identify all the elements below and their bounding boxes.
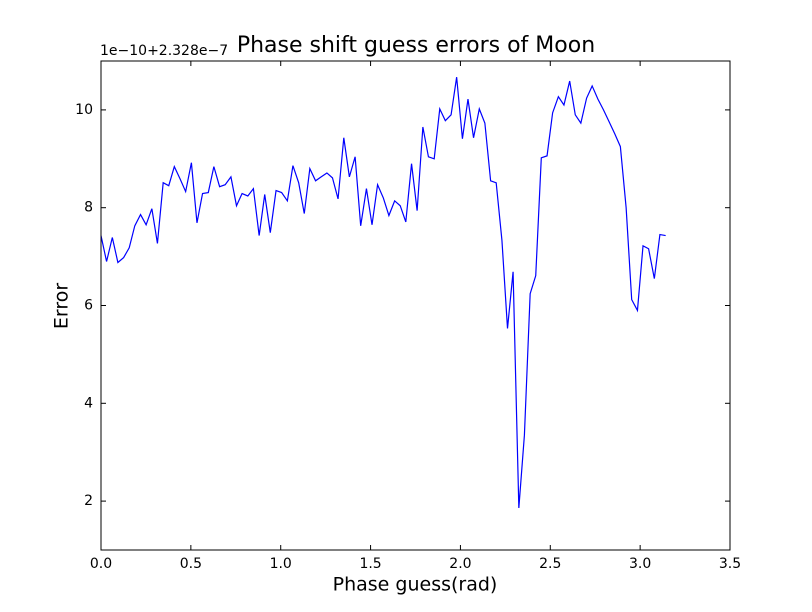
- y-tick-label: 4: [84, 395, 93, 411]
- x-tick-label: 1.5: [359, 556, 381, 572]
- x-tick-label: 0.0: [90, 556, 112, 572]
- plot-frame: [100, 60, 731, 551]
- x-tick-label: 3.0: [629, 556, 651, 572]
- x-tick-label: 0.5: [180, 556, 202, 572]
- x-tick-label: 1.0: [270, 556, 292, 572]
- y-tick-label: 6: [84, 298, 93, 314]
- x-tick-label: 2.0: [449, 556, 471, 572]
- data-line: [100, 77, 666, 508]
- y-tick-label: 10: [75, 102, 93, 118]
- y-tick-label: 2: [84, 493, 93, 509]
- x-axis-label: Phase guess(rad): [333, 574, 498, 596]
- x-tick-label: 2.5: [539, 556, 561, 572]
- offset-text: 1e−10+2.328e−7: [100, 43, 228, 59]
- x-tick-label: 3.5: [719, 556, 741, 572]
- y-tick-label: 8: [84, 200, 93, 216]
- chart-title: Phase shift guess errors of Moon: [237, 33, 595, 58]
- y-axis-label: Error: [51, 283, 73, 330]
